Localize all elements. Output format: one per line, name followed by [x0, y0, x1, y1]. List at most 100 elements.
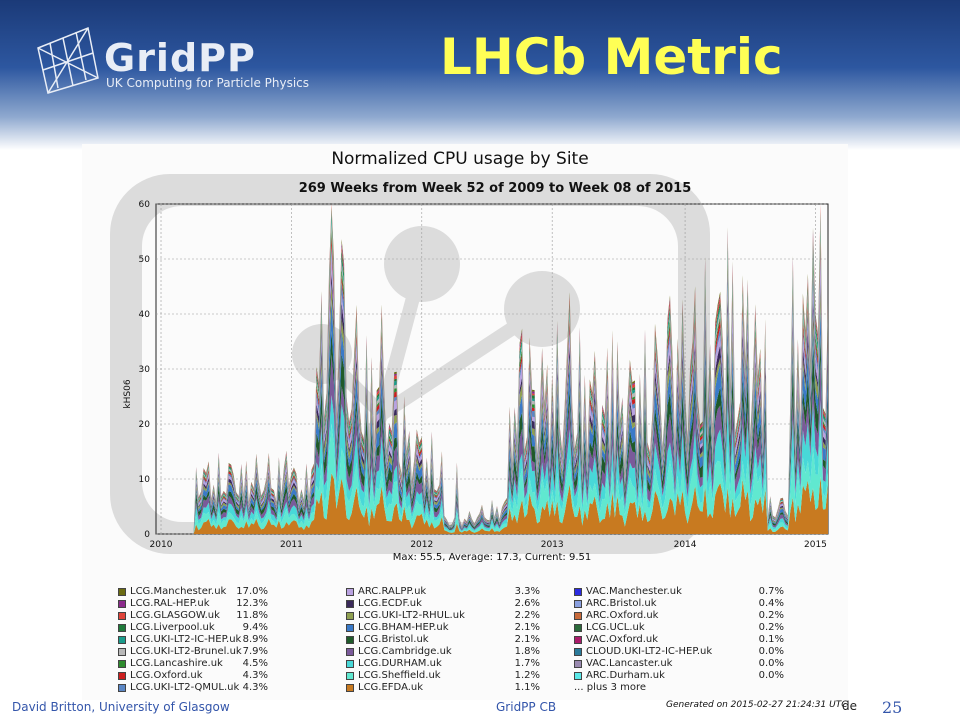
legend-swatch: [118, 635, 126, 644]
legend-label: LCG.UKI-LT2-IC-HEP.uk: [130, 634, 242, 645]
chart-title: Normalized CPU usage by Site: [331, 149, 588, 169]
legend-item: LCG.Manchester.uk 17.0%: [118, 586, 268, 598]
legend-percent: 1.8%: [514, 646, 540, 657]
x-tick-label: 2010: [150, 540, 173, 550]
legend-swatch: [118, 671, 126, 680]
legend-label: LCG.Lancashire.uk: [130, 658, 223, 669]
legend-swatch: [574, 647, 582, 656]
legend-percent: 0.7%: [758, 586, 784, 597]
legend-swatch: [346, 611, 354, 620]
legend-item: ARC.Durham.uk 0.0%: [574, 670, 784, 682]
gridpp-logo-icon: [37, 26, 99, 94]
legend-label: LCG.UKI-LT2-QMUL.uk: [130, 682, 240, 693]
legend-item: LCG.Liverpool.uk 9.4%: [118, 622, 268, 634]
cpu-usage-chart: Normalized CPU usage by Site 269 Weeks f…: [110, 149, 829, 563]
area-series-LCG.DURHAM.uk: [156, 395, 828, 534]
legend-label: VAC.Oxford.uk: [586, 634, 659, 645]
x-tick-label: 2011: [280, 540, 303, 550]
legend-label: LCG.UKI-LT2-Brunel.uk: [130, 646, 242, 657]
area-series-LCG.EFDA.uk: [156, 473, 828, 534]
legend-item: CLOUD.UKI-LT2-IC-HEP.uk 0.0%: [574, 646, 784, 658]
legend-label: LCG.Bristol.uk: [358, 634, 429, 645]
footer-center: GridPP CB: [496, 700, 557, 714]
legend-swatch: [346, 599, 354, 608]
legend-label: LCG.GLASGOW.uk: [130, 610, 220, 621]
legend-item: ARC.Bristol.uk 0.4%: [574, 598, 784, 610]
legend-swatch: [574, 659, 582, 668]
legend-percent: 17.0%: [236, 586, 268, 597]
legend-label: LCG.UCL.uk: [586, 622, 645, 633]
x-tick-label: 2013: [541, 540, 564, 550]
legend-label: VAC.Lancaster.uk: [586, 658, 673, 669]
legend-percent: 4.3%: [242, 670, 268, 681]
legend-label: LCG.Sheffield.uk: [358, 670, 441, 681]
legend-percent: 1.1%: [514, 682, 540, 693]
chart-legend: LCG.Manchester.uk 17.0% LCG.RAL-HEP.uk 12.3…: [118, 586, 798, 698]
legend-percent: 7.9%: [242, 646, 268, 657]
legend-item: LCG.Bristol.uk 2.1%: [346, 634, 540, 646]
legend-item: LCG.Cambridge.uk 1.8%: [346, 646, 540, 658]
legend-item: LCG.ECDF.uk 2.6%: [346, 598, 540, 610]
legend-percent: 0.2%: [758, 622, 784, 633]
legend-swatch: [118, 611, 126, 620]
area-series-LCG.Cambridge.uk: [156, 354, 828, 534]
legend-item: LCG.UKI-LT2-Brunel.uk 7.9%: [118, 646, 268, 658]
plot-area: 0 10 20 30 40 50 60 2010 2011 2012 2013 2014 2015: [139, 200, 829, 550]
legend-percent: 1.7%: [514, 658, 540, 669]
legend-label: LCG.Liverpool.uk: [130, 622, 215, 633]
legend-label: LCG.Oxford.uk: [130, 670, 203, 681]
legend-swatch: [346, 671, 354, 680]
logo-subtitle: UK Computing for Particle Physics: [106, 76, 310, 90]
legend-swatch: [346, 623, 354, 632]
legend-item: LCG.UKI-LT2-IC-HEP.uk 8.9%: [118, 634, 268, 646]
area-series-LCG.Sheffield.uk: [156, 423, 828, 534]
legend-item: VAC.Lancaster.uk 0.0%: [574, 658, 784, 670]
legend-item: ARC.RALPP.uk 3.3%: [346, 586, 540, 598]
legend-item: LCG.EFDA.uk 1.1%: [346, 682, 540, 694]
legend-percent: 0.2%: [758, 610, 784, 621]
legend-label: ARC.RALPP.uk: [358, 586, 427, 597]
slide-title: LHCb Metric: [440, 28, 783, 86]
x-tick-label: 2015: [804, 540, 827, 550]
footer-author: David Britton, University of Glasgow: [12, 700, 230, 714]
legend-swatch: [574, 671, 582, 680]
legend-percent: 0.0%: [758, 658, 784, 669]
legend-swatch: [346, 683, 354, 692]
legend-percent: 0.1%: [758, 634, 784, 645]
y-tick-label: 10: [139, 475, 151, 485]
legend-percent: 0.0%: [758, 670, 784, 681]
legend-swatch: [118, 659, 126, 668]
legend-item: LCG.Oxford.uk 4.3%: [118, 670, 268, 682]
legend-swatch: [574, 635, 582, 644]
y-tick-label: 0: [144, 530, 150, 540]
y-tick-label: 30: [139, 365, 151, 375]
y-axis-label: kHS06: [123, 379, 133, 408]
legend-item: LCG.GLASGOW.uk 11.8%: [118, 610, 268, 622]
legend-percent: 12.3%: [236, 598, 268, 609]
legend-more: ... plus 3 more: [574, 682, 647, 693]
legend-item: VAC.Manchester.uk 0.7%: [574, 586, 784, 598]
legend-swatch: [118, 683, 126, 692]
y-tick-label: 60: [139, 200, 151, 210]
logo-text: GridPP: [104, 36, 256, 80]
chart-subtitle: 269 Weeks from Week 52 of 2009 to Week 0…: [299, 181, 692, 196]
legend-swatch: [346, 647, 354, 656]
legend-label: LCG.ECDF.uk: [358, 598, 422, 609]
legend-percent: 8.9%: [242, 634, 268, 645]
legend-swatch: [574, 623, 582, 632]
legend-item: LCG.UKI-LT2-QMUL.uk 4.3%: [118, 682, 268, 694]
legend-percent: 1.2%: [514, 670, 540, 681]
legend-percent: 2.2%: [514, 610, 540, 621]
legend-swatch: [346, 635, 354, 644]
legend-item: LCG.UKI-LT2-RHUL.uk 2.2%: [346, 610, 540, 622]
legend-swatch: [574, 611, 582, 620]
footer-de: de: [842, 699, 857, 713]
y-tick-label: 40: [139, 310, 151, 320]
legend-label: ARC.Bristol.uk: [586, 598, 657, 609]
legend-swatch: [346, 659, 354, 668]
legend-swatch: [118, 587, 126, 596]
legend-swatch: [118, 623, 126, 632]
legend-label: LCG.Manchester.uk: [130, 586, 227, 597]
x-tick-label: 2012: [410, 540, 433, 550]
y-tick-label: 50: [139, 255, 151, 265]
